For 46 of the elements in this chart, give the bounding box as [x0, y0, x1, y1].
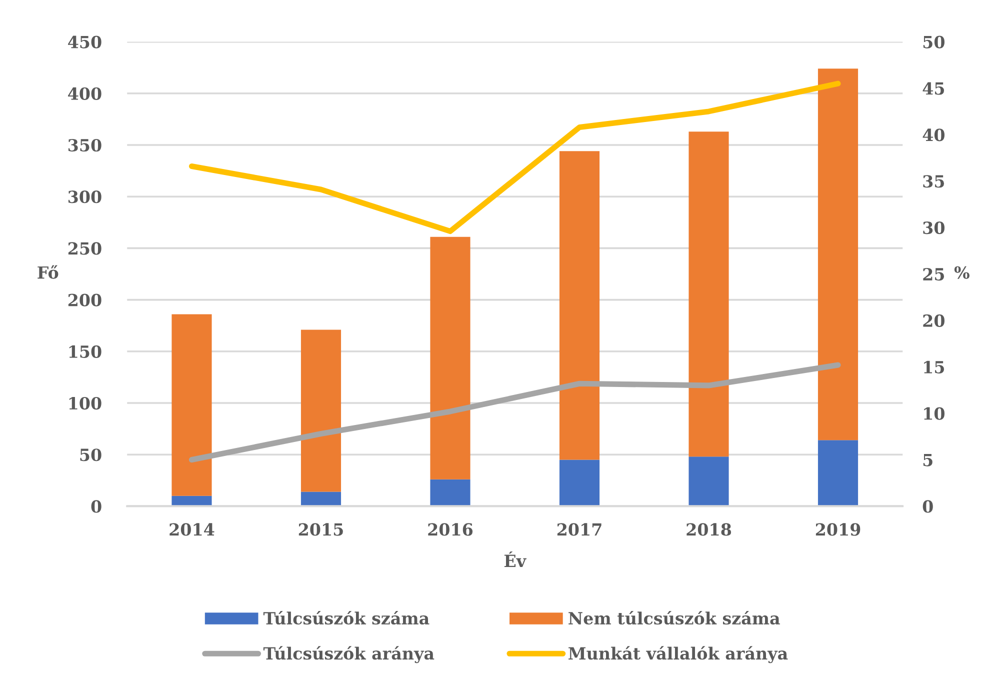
bar: [559, 151, 600, 460]
y-tick-label: 100: [69, 396, 102, 410]
y2-tick-label: 45: [922, 82, 944, 95]
y2-tick-label: 0: [922, 500, 933, 513]
bar: [300, 330, 342, 492]
y2-tick-label: 20: [923, 314, 944, 328]
x-tick-label: 2016: [428, 523, 473, 536]
legend-label: Munkát vállalók aránya: [568, 646, 788, 664]
y-tick-label: 50: [80, 448, 102, 462]
bar: [818, 68, 858, 440]
x-axis-title: Év: [504, 552, 526, 567]
y-tick-label: 450: [68, 36, 102, 48]
bar: [688, 132, 729, 457]
x-tick-label: 2017: [557, 523, 602, 536]
x-tick-label: 2015: [298, 523, 343, 536]
y2-tick-label: 15: [924, 360, 944, 374]
y2-tick-label: 25: [923, 268, 944, 281]
y-tick-label: 250: [68, 242, 102, 255]
y2-tick-label: 40: [922, 128, 944, 142]
bar: [559, 460, 600, 506]
y2-tick-label: 35: [923, 175, 944, 188]
bar: [430, 236, 470, 480]
legend-label: Túlcsúszók aránya: [263, 646, 434, 664]
x-tick-label: 2019: [816, 523, 860, 536]
y2-tick-label: 5: [923, 454, 932, 466]
y2-tick-label: 30: [923, 222, 944, 234]
bar: [688, 456, 729, 506]
legend-label: Túlcsúszók száma: [263, 610, 430, 625]
y-tick-label: 400: [68, 87, 102, 100]
y-axis-title: Fő: [38, 265, 58, 279]
bar: [172, 314, 212, 496]
legend-label: Nem túlcsúszók száma: [568, 610, 780, 625]
bar: [300, 492, 342, 506]
x-tick-label: 2018: [686, 523, 732, 536]
bar: [818, 440, 858, 506]
y-tick-label: 0: [91, 500, 102, 513]
y-tick-label: 350: [68, 138, 102, 152]
bar: [430, 479, 470, 506]
y2-tick-label: 50: [923, 36, 944, 48]
bar: [172, 496, 212, 506]
y-tick-label: 300: [68, 190, 102, 204]
y-tick-label: 150: [69, 345, 102, 358]
x-tick-label: 2014: [170, 523, 214, 536]
y2-tick-label: 10: [924, 407, 944, 420]
y-tick-label: 200: [68, 294, 102, 306]
y2-axis-title: %: [954, 266, 970, 279]
